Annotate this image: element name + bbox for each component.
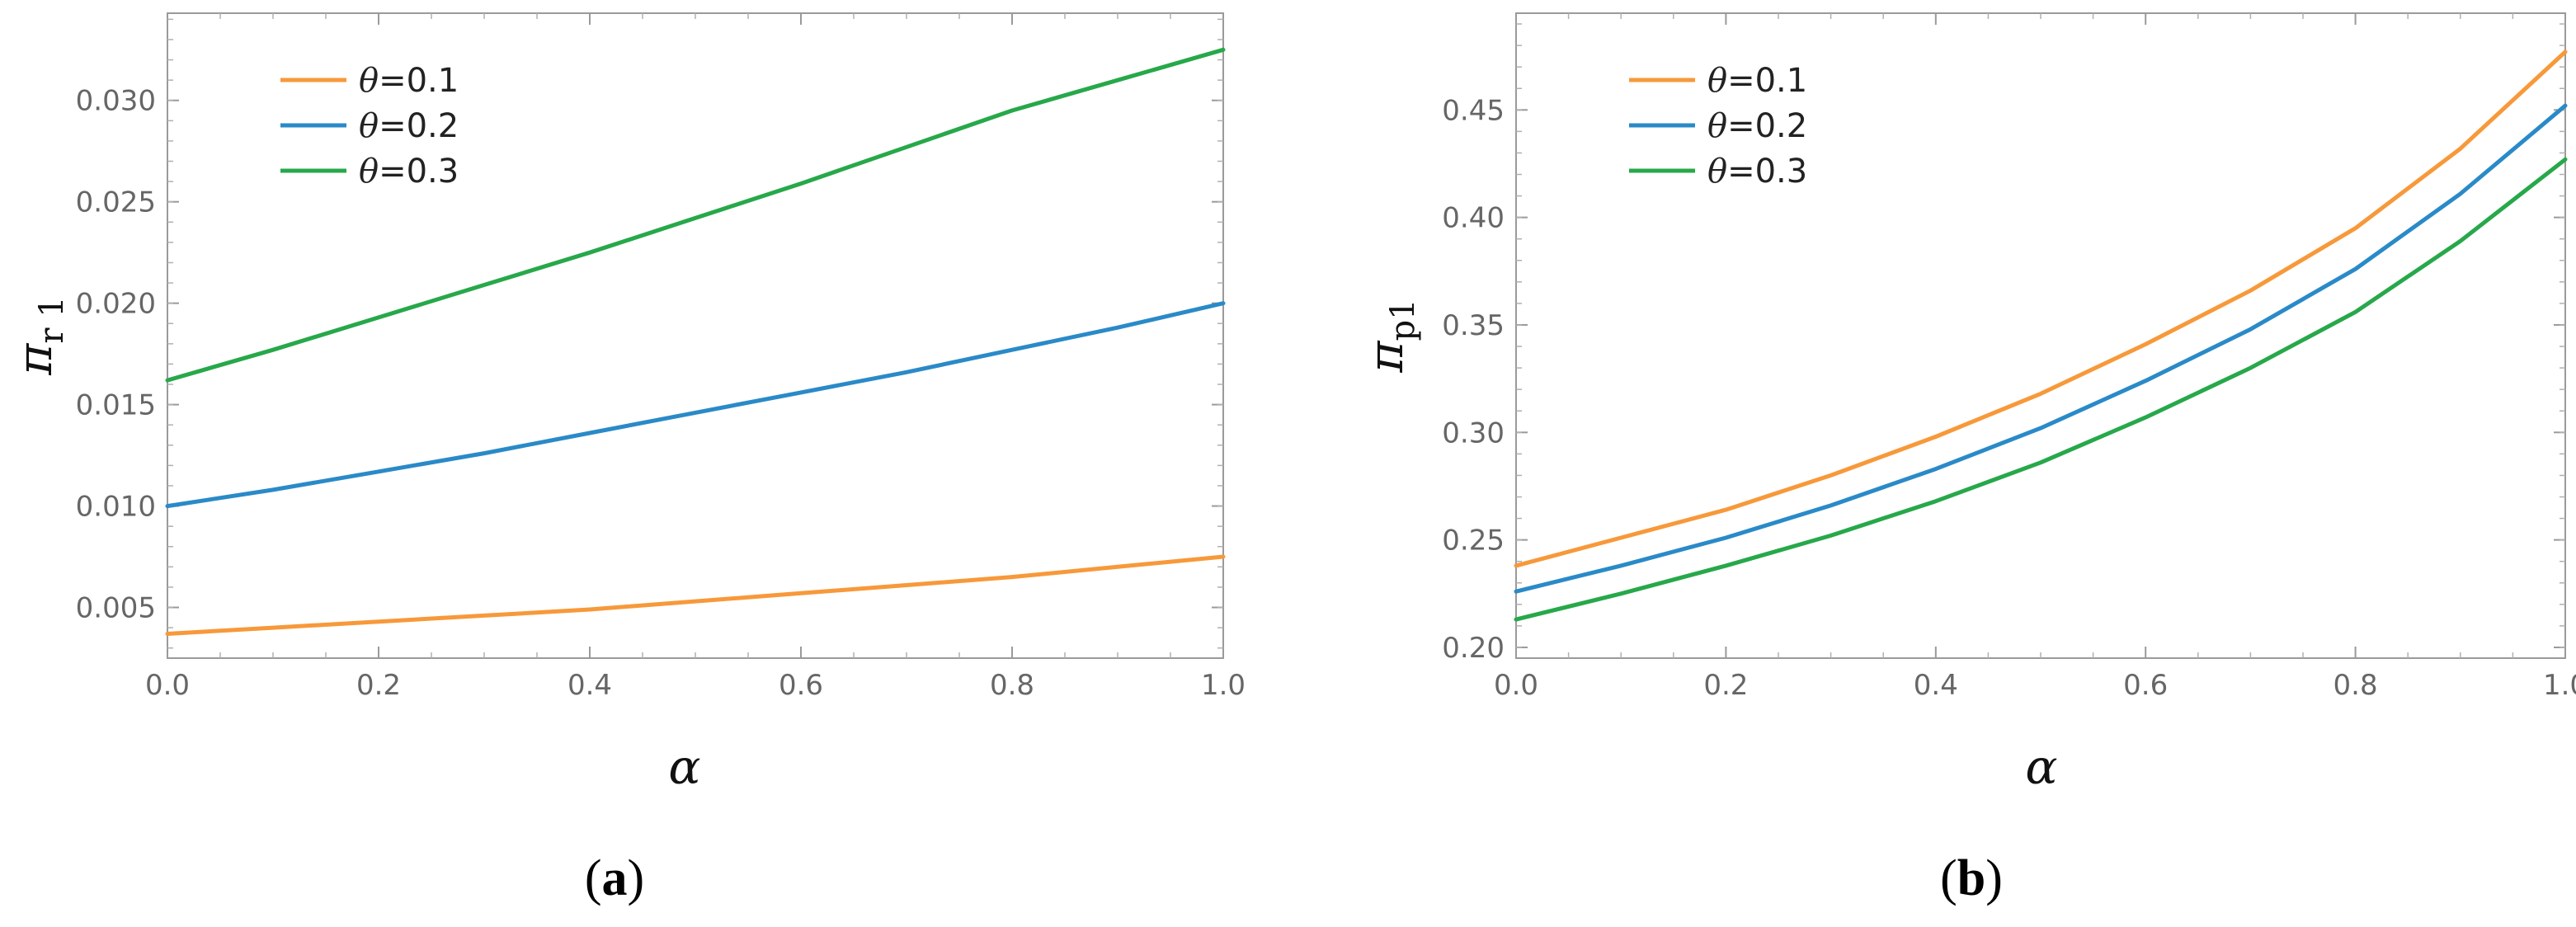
y-tick-label: 0.005 [76, 592, 156, 625]
y-tick-label: 0.35 [1442, 309, 1505, 342]
panel-label-open-paren: ( [1940, 850, 1957, 906]
panel-label-letter: a [602, 850, 628, 906]
y-axis-title-subscript: p1 [1384, 299, 1422, 341]
legend-theta-symbol: θ [1707, 62, 1727, 100]
y-axis-title: πr 1 [7, 296, 71, 375]
legend-theta-value: =0.2 [379, 107, 459, 145]
x-tick-label: 0.4 [567, 669, 612, 702]
legend-theta-symbol: θ [359, 107, 379, 145]
y-axis-title-subscript: r 1 [33, 296, 71, 343]
legend: θ=0.1θ=0.2θ=0.3 [1629, 62, 1807, 191]
x-tick-label: 0.8 [2333, 669, 2378, 702]
legend-theta-value: =0.1 [379, 62, 459, 100]
legend-entry-label: θ=0.3 [1707, 153, 1807, 191]
y-tick-label: 0.020 [76, 288, 156, 321]
x-tick-label: 0.0 [1494, 669, 1538, 702]
x-tick-label: 1.0 [1201, 669, 1246, 702]
panel-label-letter: b [1957, 850, 1985, 906]
panel-label: (b) [1940, 850, 2003, 906]
y-axis-title: πp1 [1358, 299, 1422, 373]
legend-theta-value: =0.1 [1727, 62, 1807, 100]
series-line-theta-0-3 [1514, 157, 2568, 622]
series-line-theta-0-2 [165, 301, 1226, 509]
panel-label: (a) [585, 850, 644, 906]
x-tick-label: 0.8 [990, 669, 1034, 702]
x-tick-label: 0.4 [1914, 669, 1958, 702]
x-tick-label: 1.0 [2543, 669, 2576, 702]
x-tick-label: 0.2 [356, 669, 401, 702]
y-tick-label: 0.030 [76, 85, 156, 118]
legend: θ=0.1θ=0.2θ=0.3 [280, 62, 459, 191]
x-tick-label: 0.6 [779, 669, 823, 702]
y-tick-label: 0.015 [76, 389, 156, 422]
legend-entry-label: θ=0.1 [1707, 62, 1807, 100]
plot-frame [1515, 12, 2566, 659]
legend-entry-label: θ=0.1 [359, 62, 459, 100]
series-line-theta-0-1 [1514, 49, 2568, 568]
legend-theta-value: =0.3 [379, 153, 459, 191]
chart-panel-a: 0.0 0.2 0.4 0.6 0.8 1.0 0.005 0.010 0.015 0.020 0.… [7, 12, 1246, 906]
legend-theta-value: =0.3 [1727, 153, 1807, 191]
legend-entry-label: θ=0.2 [359, 107, 459, 145]
panel-label-close-paren: ) [1985, 850, 2003, 906]
x-tick-label: 0.6 [2123, 669, 2168, 702]
legend-theta-symbol: θ [1707, 153, 1727, 191]
x-axis-title: α [668, 739, 700, 795]
y-axis-title-main: π [7, 343, 63, 376]
y-tick-label: 0.30 [1442, 416, 1505, 449]
legend-theta-symbol: θ [1707, 107, 1727, 145]
legend-entry-label: θ=0.2 [1707, 107, 1807, 145]
y-tick-label: 0.010 [76, 491, 156, 524]
series-line-theta-0-3 [165, 47, 1226, 383]
legend-theta-symbol: θ [359, 153, 379, 191]
series-line-theta-0-2 [1514, 103, 2568, 594]
x-tick-label: 0.0 [145, 669, 190, 702]
y-axis-title-main: π [1358, 341, 1414, 374]
legend-entry-label: θ=0.3 [359, 153, 459, 191]
y-tick-label: 0.25 [1442, 525, 1505, 558]
legend-theta-value: =0.2 [1727, 107, 1807, 145]
y-tick-label: 0.40 [1442, 202, 1505, 235]
panel-label-close-paren: ) [628, 850, 645, 906]
x-tick-label: 0.2 [1703, 669, 1748, 702]
chart-panel-b: 0.0 0.2 0.4 0.6 0.8 1.0 0.20 0.25 0.30 0.35 0.40 0.… [1358, 12, 2576, 906]
y-tick-label: 0.45 [1442, 94, 1505, 127]
series-line-theta-0-1 [165, 554, 1226, 636]
panel-label-open-paren: ( [585, 850, 602, 906]
y-tick-label: 0.025 [76, 186, 156, 219]
x-axis-title: α [2025, 739, 2057, 795]
y-tick-label: 0.20 [1442, 632, 1505, 665]
legend-theta-symbol: θ [359, 62, 379, 100]
